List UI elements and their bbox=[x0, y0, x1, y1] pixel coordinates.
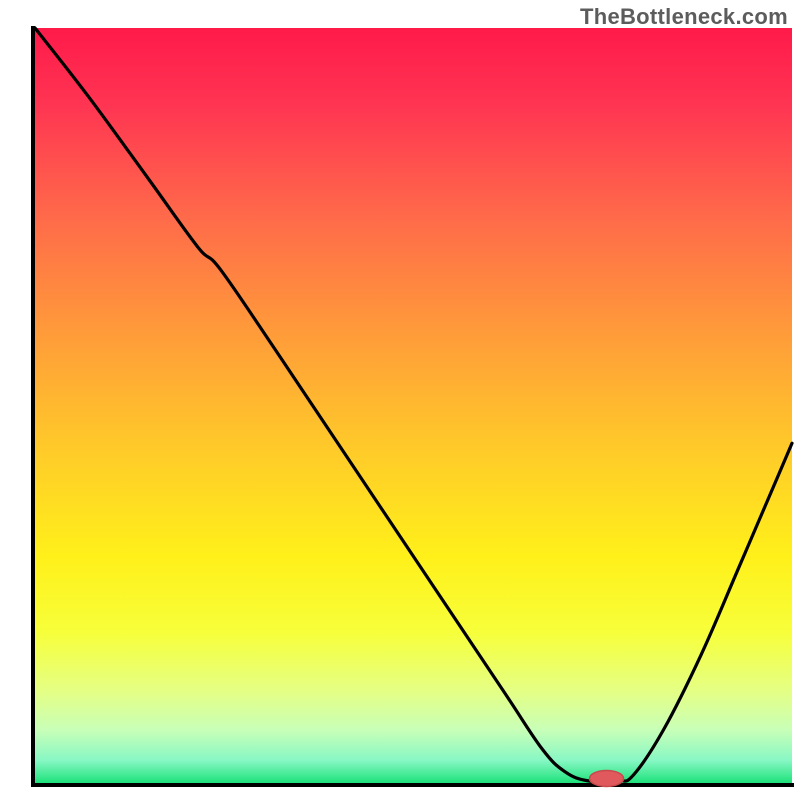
bottleneck-chart bbox=[0, 0, 800, 800]
chart-container: TheBottleneck.com bbox=[0, 0, 800, 800]
optimal-marker bbox=[590, 770, 624, 786]
plot-background bbox=[35, 28, 792, 783]
